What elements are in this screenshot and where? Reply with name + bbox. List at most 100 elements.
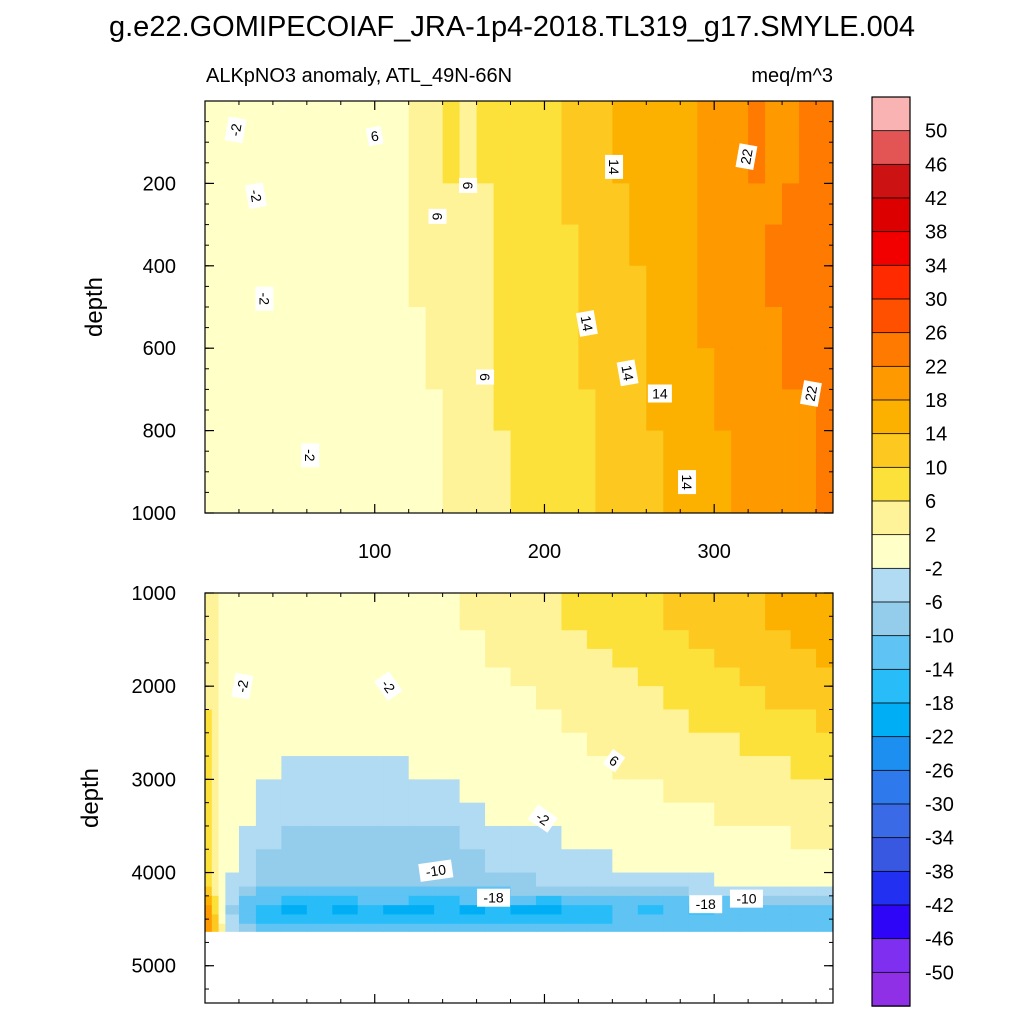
heatmap-cell (714, 648, 741, 669)
heatmap-cell (714, 667, 741, 687)
figure-title: g.e22.GOMIPECOIAF_JRA-1p4-2018.TL319_g17… (109, 11, 915, 43)
heatmap-cell (816, 142, 833, 184)
heatmap-cell (255, 825, 282, 850)
heatmap-cell (714, 142, 732, 184)
heatmap-cell (442, 142, 461, 184)
heatmap-cell (663, 802, 690, 827)
contour-label-box (428, 208, 447, 224)
contour-label-text: -2 (256, 293, 272, 306)
heatmap-cell (646, 307, 664, 349)
heatmap-cell (765, 886, 792, 897)
heatmap-cell (731, 265, 749, 308)
heatmap-cell (459, 611, 486, 631)
heatmap-cell (238, 307, 257, 349)
heatmap-cell (816, 183, 833, 226)
heatmap-cell (739, 709, 766, 734)
heatmap-cell (561, 183, 580, 226)
heatmap-cell (714, 756, 741, 780)
contour-label-box (527, 804, 558, 833)
heatmap-cell (714, 779, 741, 804)
heatmap-cell (586, 825, 613, 850)
heatmap-cell (646, 142, 664, 184)
heatmap-cell (790, 630, 817, 650)
heatmap-cell (205, 389, 223, 432)
heatmap-cell (255, 914, 282, 925)
contour-label: 6 (476, 369, 495, 385)
contour-label: 6 (428, 208, 447, 224)
heatmap-cell (612, 709, 639, 734)
colorbar-label: -46 (925, 929, 954, 951)
heatmap-cell (637, 895, 664, 906)
heatmap-cell (391, 265, 410, 308)
heatmap-cell (476, 430, 495, 473)
heatmap-cell (578, 430, 596, 473)
heatmap-cell (561, 224, 580, 267)
contour-label-text: 6 (460, 182, 476, 190)
heatmap-cell (225, 849, 240, 874)
heatmap-cell (816, 872, 833, 888)
heatmap-cell (646, 101, 664, 143)
heatmap-cell (595, 265, 613, 308)
heatmap-cell (434, 825, 461, 850)
heatmap-cell (255, 265, 266, 308)
heatmap-cell (586, 648, 613, 669)
heatmap-cell (739, 593, 766, 613)
colorbar-swatch (871, 332, 911, 368)
heatmap-cell (637, 732, 664, 757)
heatmap-cell (688, 709, 715, 734)
heatmap-cell (535, 667, 563, 687)
heatmap-cell (255, 849, 282, 874)
heatmap-cell (714, 923, 741, 932)
heatmap-cell (765, 101, 783, 143)
heatmap-cell (765, 224, 783, 267)
heatmap-cell (544, 430, 563, 473)
heatmap-cell (205, 732, 213, 757)
heatmap-cell (408, 709, 435, 734)
heatmap-cell (663, 142, 681, 184)
contour-label-text: 6 (477, 373, 493, 381)
heatmap-cell (374, 142, 393, 184)
contour-label-box (255, 286, 274, 311)
heatmap-cell (612, 430, 630, 473)
heatmap-cell (357, 905, 384, 916)
heatmap-cell (459, 756, 486, 780)
heatmap-cell (493, 101, 512, 143)
contour-label-text: -2 (302, 449, 318, 462)
x-tick-label: 300 (698, 541, 731, 563)
heatmap-cell (289, 142, 308, 184)
heatmap-cell (586, 779, 613, 804)
heatmap-cell (225, 732, 240, 757)
contour-label-box (418, 859, 454, 882)
heatmap-cell (816, 389, 833, 432)
colorbar-swatch (871, 938, 911, 974)
contour-label-text: -2 (227, 122, 245, 137)
heatmap-cell (408, 389, 427, 432)
heatmap-cell (799, 471, 817, 513)
heatmap-cell (799, 265, 817, 308)
heatmap-cell (211, 667, 220, 687)
heatmap-cell (238, 265, 257, 308)
colorbar-swatch (871, 769, 911, 805)
heatmap-cell (459, 923, 486, 932)
heatmap-cell (765, 686, 792, 711)
heatmap-cell (281, 779, 308, 804)
heatmap-cell (680, 348, 698, 390)
colorbar-frame (871, 96, 911, 1007)
colorbar-label: -2 (925, 558, 943, 580)
heatmap-cell (586, 667, 613, 687)
heatmap-cell (306, 648, 333, 669)
heatmap-cell (306, 667, 333, 687)
heatmap-cell (612, 630, 639, 650)
heatmap-cell (289, 183, 308, 226)
colorbar-label: 42 (925, 188, 947, 210)
heatmap-cell (544, 471, 563, 513)
heatmap-cell (544, 142, 563, 184)
heatmap-cell (561, 307, 580, 349)
heatmap-cell (225, 611, 240, 631)
heatmap-cell (612, 732, 639, 757)
heatmap-cell (663, 905, 690, 916)
heatmap-cell (637, 872, 664, 888)
heatmap-cell (544, 183, 563, 226)
heatmap-cell (680, 307, 698, 349)
heatmap-cell (281, 593, 308, 613)
